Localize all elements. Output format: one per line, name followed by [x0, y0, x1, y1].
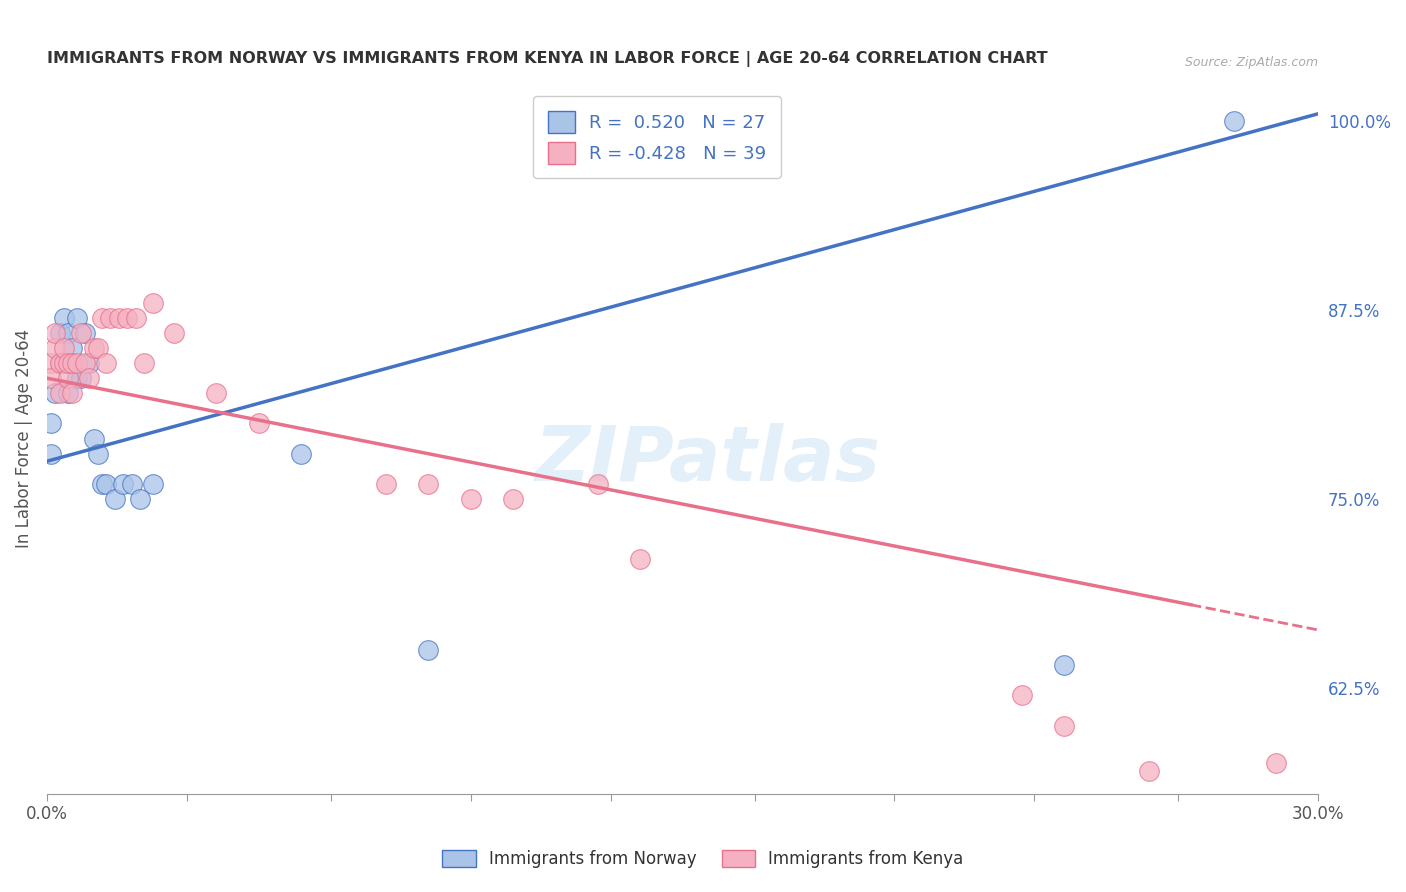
Point — [48, 356, 70, 370]
Point — [628, 552, 651, 566]
Point — [83, 432, 105, 446]
Point — [44, 341, 66, 355]
Point — [418, 477, 440, 491]
Point — [1222, 114, 1244, 128]
Point — [134, 356, 156, 370]
Text: Source: ZipAtlas.com: Source: ZipAtlas.com — [1185, 56, 1319, 70]
Point — [104, 491, 127, 506]
Point — [247, 417, 270, 431]
Point — [117, 310, 139, 325]
Point — [142, 477, 165, 491]
Point — [96, 477, 118, 491]
Point — [65, 310, 87, 325]
Point — [52, 310, 75, 325]
Point — [1264, 756, 1286, 771]
Point — [60, 356, 83, 370]
Point — [52, 341, 75, 355]
Point — [418, 643, 440, 657]
Legend: Immigrants from Norway, Immigrants from Kenya: Immigrants from Norway, Immigrants from … — [436, 843, 970, 875]
Point — [39, 356, 62, 370]
Point — [205, 386, 228, 401]
Point — [48, 386, 70, 401]
Point — [1011, 689, 1033, 703]
Point — [56, 386, 79, 401]
Point — [1053, 719, 1076, 733]
Point — [460, 491, 482, 506]
Point — [44, 386, 66, 401]
Point — [56, 326, 79, 340]
Point — [87, 447, 110, 461]
Point — [39, 417, 62, 431]
Point — [112, 477, 135, 491]
Point — [60, 386, 83, 401]
Y-axis label: In Labor Force | Age 20-64: In Labor Force | Age 20-64 — [15, 329, 32, 549]
Legend: R =  0.520   N = 27, R = -0.428   N = 39: R = 0.520 N = 27, R = -0.428 N = 39 — [533, 96, 780, 178]
Point — [56, 371, 79, 385]
Point — [77, 371, 100, 385]
Point — [69, 326, 91, 340]
Point — [60, 341, 83, 355]
Point — [100, 310, 122, 325]
Point — [87, 341, 110, 355]
Point — [65, 356, 87, 370]
Point — [1053, 658, 1076, 673]
Point — [73, 326, 96, 340]
Point — [586, 477, 609, 491]
Point — [502, 491, 524, 506]
Point — [108, 310, 131, 325]
Text: IMMIGRANTS FROM NORWAY VS IMMIGRANTS FROM KENYA IN LABOR FORCE | AGE 20-64 CORRE: IMMIGRANTS FROM NORWAY VS IMMIGRANTS FRO… — [46, 51, 1047, 67]
Point — [163, 326, 186, 340]
Point — [48, 326, 70, 340]
Point — [96, 356, 118, 370]
Point — [374, 477, 396, 491]
Point — [73, 356, 96, 370]
Point — [48, 356, 70, 370]
Point — [91, 477, 114, 491]
Point — [121, 477, 143, 491]
Point — [1137, 764, 1160, 778]
Point — [125, 310, 148, 325]
Point — [69, 371, 91, 385]
Point — [129, 491, 152, 506]
Point — [44, 326, 66, 340]
Point — [83, 341, 105, 355]
Point — [52, 356, 75, 370]
Point — [39, 371, 62, 385]
Point — [91, 310, 114, 325]
Point — [39, 447, 62, 461]
Point — [142, 295, 165, 310]
Point — [290, 447, 312, 461]
Point — [65, 371, 87, 385]
Point — [56, 356, 79, 370]
Point — [77, 356, 100, 370]
Text: ZIPatlas: ZIPatlas — [536, 423, 882, 497]
